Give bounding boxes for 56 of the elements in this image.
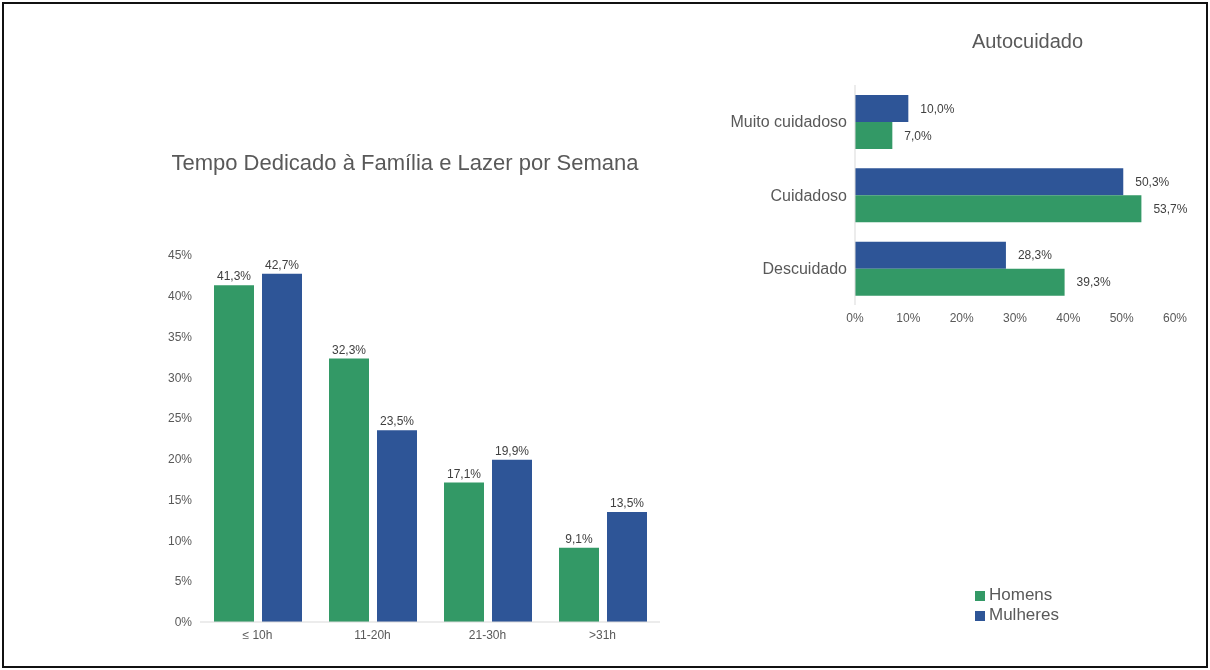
data-label: 19,9%	[494, 443, 530, 458]
data-label: 39,3%	[1076, 275, 1111, 290]
chart-title: Autocuidado	[970, 30, 1085, 53]
x-tick-label: 0%	[846, 310, 864, 325]
data-label: 9,1%	[565, 531, 593, 546]
y-tick-label: 35%	[167, 329, 193, 344]
x-tick-label: 40%	[1056, 310, 1081, 325]
x-tick-label: 30%	[1002, 310, 1028, 325]
data-label: 53,7%	[1153, 201, 1188, 216]
bar	[444, 482, 484, 622]
x-tick-label: 50%	[1109, 310, 1134, 325]
y-tick-label: Muito cuidadoso	[730, 113, 848, 131]
x-tick-label: 10%	[896, 310, 921, 325]
data-label: 13,5%	[609, 495, 645, 510]
y-tick-label: Descuidado	[762, 260, 848, 278]
bar	[262, 273, 302, 622]
x-tick-label: >31h	[588, 627, 617, 642]
chart-title: Tempo Dedicado à Família e Lazer por Semana	[170, 150, 640, 176]
x-tick-label: ≤ 10h	[242, 627, 273, 642]
data-label: 10,0%	[920, 101, 955, 116]
data-label: 41,3%	[216, 269, 252, 284]
bar	[855, 122, 893, 149]
y-tick-label: 10%	[167, 533, 193, 548]
bar	[377, 430, 417, 622]
bar	[492, 459, 532, 622]
x-tick-label: 21-30h	[468, 627, 507, 642]
y-tick-label: 25%	[167, 411, 193, 426]
bar	[855, 241, 1006, 269]
data-label: 23,5%	[379, 414, 415, 429]
bar	[855, 268, 1065, 296]
y-tick-label: Cuidadoso	[770, 186, 848, 204]
data-label: 28,3%	[1017, 248, 1053, 263]
x-tick-label: 20%	[949, 310, 974, 325]
y-tick-label: 30%	[167, 370, 193, 385]
data-label: 7,0%	[904, 128, 933, 143]
bar	[607, 511, 647, 622]
y-tick-label: 5%	[174, 574, 193, 589]
y-tick-label: 45%	[167, 248, 193, 263]
y-tick-label: 15%	[167, 492, 193, 507]
legend-label: Homens	[989, 585, 1053, 604]
x-tick-label: 60%	[1162, 310, 1188, 325]
y-tick-label: 20%	[167, 452, 193, 467]
bar	[855, 195, 1142, 223]
bar	[855, 168, 1124, 196]
y-tick-label: 0%	[174, 615, 193, 630]
y-tick-label: 40%	[167, 289, 193, 304]
bar	[214, 285, 254, 622]
bar	[559, 547, 599, 622]
data-label: 17,1%	[446, 466, 482, 481]
bar	[329, 358, 369, 622]
data-label: 42,7%	[264, 257, 300, 272]
data-label: 32,3%	[331, 342, 367, 357]
data-label: 50,3%	[1135, 174, 1170, 189]
x-tick-label: 11-20h	[354, 627, 391, 642]
bar	[855, 95, 909, 122]
legend-label: Mulheres	[989, 605, 1059, 624]
